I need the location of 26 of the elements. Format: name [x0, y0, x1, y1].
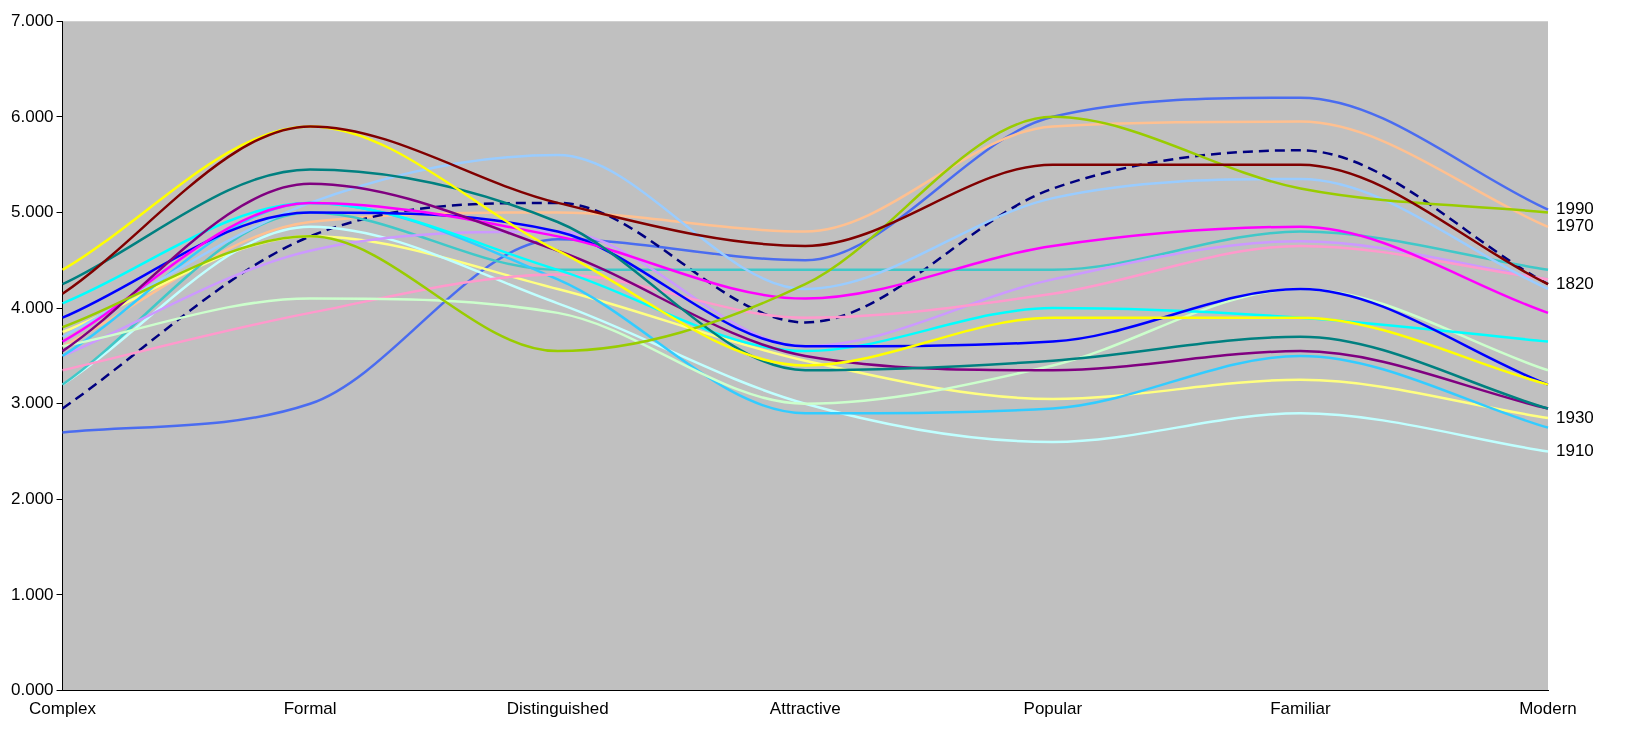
y-tick-label: 0.000: [10, 680, 54, 700]
y-tick-label: 7.000: [10, 10, 54, 30]
x-tick-label: Modern: [1519, 699, 1577, 719]
y-tick-label: 5.000: [10, 202, 54, 222]
x-tick-label: Familiar: [1270, 699, 1331, 719]
x-tick-label: Formal: [283, 699, 337, 719]
y-tick-label: 1.000: [10, 584, 54, 604]
line-series: [61, 244, 1550, 372]
y-tick-label: 6.000: [10, 106, 54, 126]
series-label: 1930: [1556, 407, 1594, 427]
x-tick-label: Attractive: [769, 699, 841, 719]
x-tick-label: Complex: [28, 699, 97, 719]
series-label: 1910: [1556, 441, 1594, 461]
line-series: [61, 125, 1550, 295]
series-label: 1970: [1556, 216, 1594, 236]
x-tick-label: Popular: [1023, 699, 1083, 719]
series-label: 1990: [1556, 199, 1594, 219]
y-tick-label: 2.000: [10, 489, 54, 509]
series-label: 1820: [1556, 273, 1594, 293]
line-series: [61, 211, 1550, 386]
line-series: [61, 153, 1550, 339]
y-tick-label: 4.000: [10, 297, 54, 317]
x-tick-label: Distinguished: [506, 699, 609, 719]
line-series: [61, 96, 1550, 434]
y-tick-label: 3.000: [10, 393, 54, 413]
line-series: [61, 125, 1550, 386]
